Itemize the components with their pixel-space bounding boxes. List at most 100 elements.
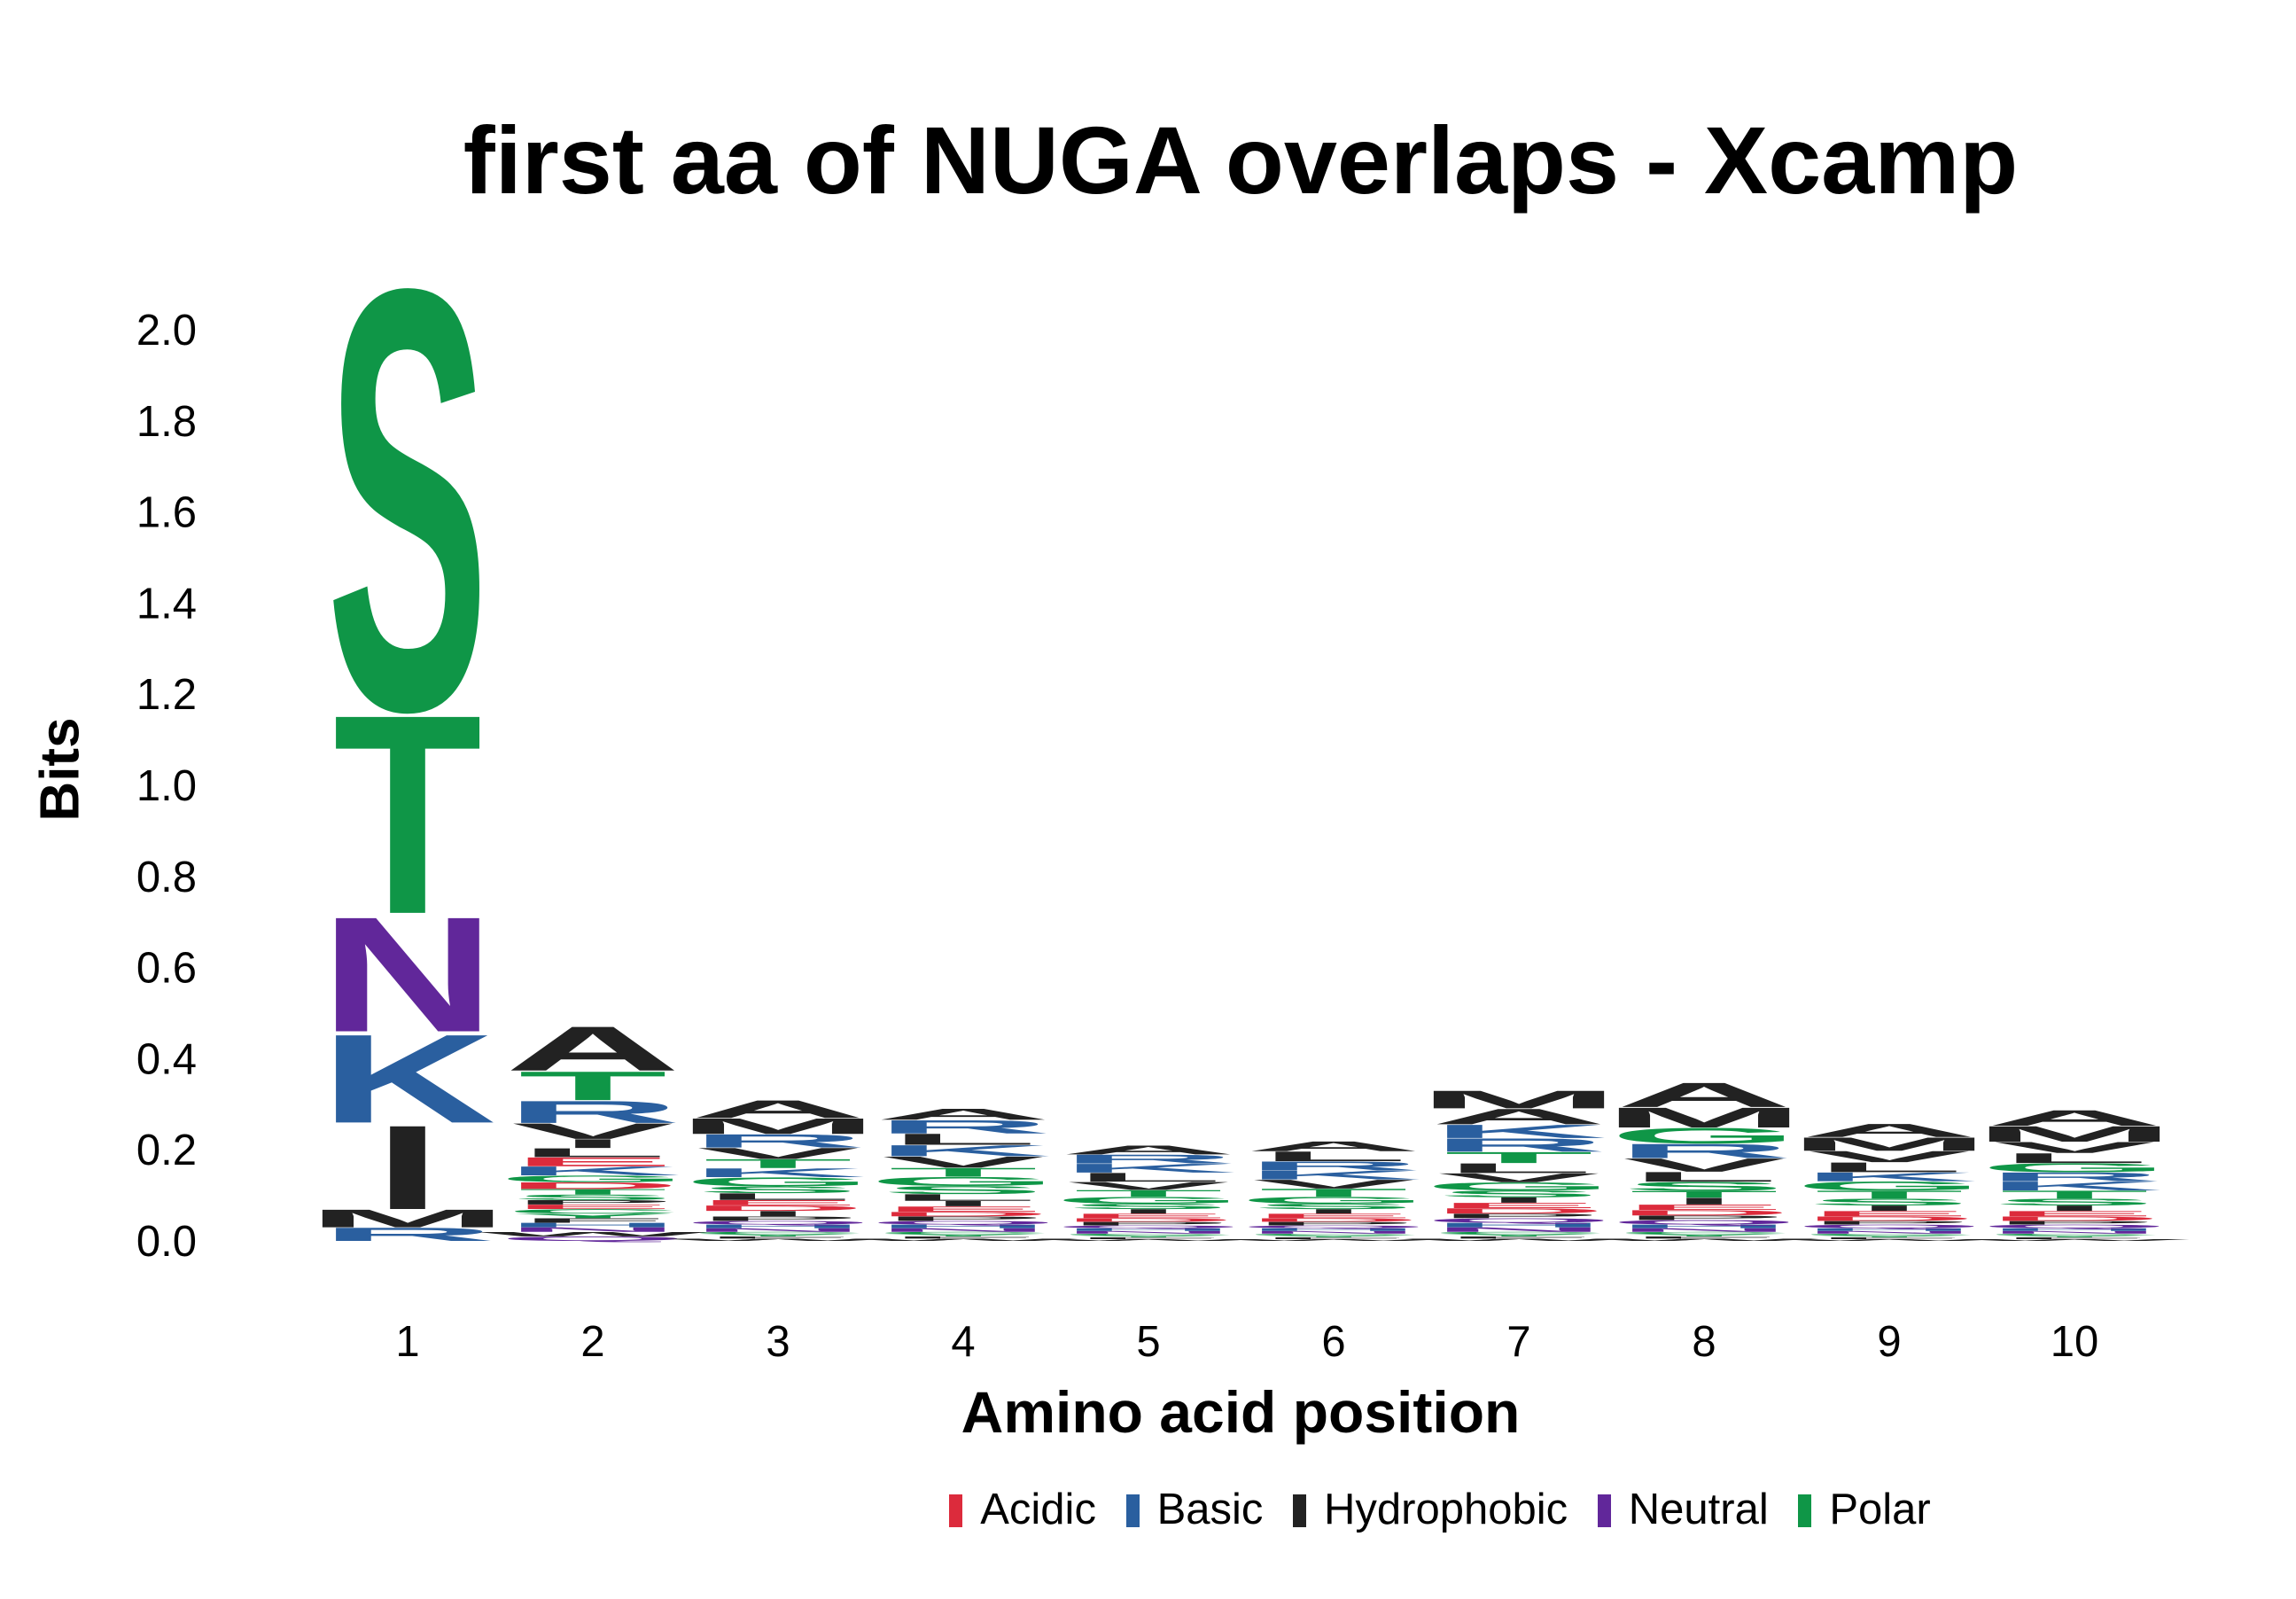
logo-letter-t: T	[2000, 1189, 2149, 1201]
y-tick-label: 0.0	[136, 1218, 197, 1266]
logo-letter-e: E	[1808, 1210, 1970, 1219]
logo-letter-f: F	[889, 1236, 1038, 1239]
legend-label: Basic	[1156, 1486, 1264, 1533]
logo-letter-q: Q	[1424, 1217, 1614, 1224]
legend-item-basic: Basic	[1125, 1485, 1264, 1534]
logo-letter-t: T	[518, 1063, 667, 1109]
logo-letter-y: Y	[1437, 1234, 1599, 1237]
logo-letter-i: I	[559, 1136, 627, 1150]
logo-letter-f: F	[704, 1236, 852, 1239]
logo-letter-p: P	[697, 1215, 859, 1222]
logo-letter-f: F	[1074, 1236, 1223, 1239]
logo-letter-k: K	[1802, 1170, 1978, 1184]
logo-letter-m: M	[1973, 1121, 2175, 1146]
logo-letter-y: Y	[1252, 1235, 1414, 1237]
logo-letter-s: S	[1252, 1202, 1414, 1211]
logo-letter-t: T	[1444, 1149, 1593, 1166]
logo-letter-h: H	[690, 1223, 867, 1228]
logo-letter-n: N	[505, 1226, 681, 1233]
logo-letter-v: V	[697, 1144, 859, 1162]
logo-letter-r: R	[1061, 1152, 1237, 1166]
legend-item-hydrophobic: Hydrophobic	[1293, 1485, 1568, 1534]
logo-letter-s: S	[1808, 1197, 1970, 1207]
logo-letter-q: Q	[1239, 1225, 1428, 1229]
chart-title: first aa of NUGA overlaps - Xcamp	[463, 106, 2019, 214]
logo-letter-d: D	[690, 1204, 867, 1213]
logo-letter-d: D	[1431, 1206, 1607, 1215]
logo-letter-e: E	[511, 1204, 673, 1211]
logo-letter-s: S	[882, 1184, 1044, 1197]
logo-letter-l: L	[1074, 1170, 1223, 1184]
logo-letter-v: V	[511, 1119, 673, 1143]
logo-letter-v: V	[882, 1153, 1044, 1171]
logo-letter-g: G	[1054, 1195, 1243, 1205]
logo-letter-t: T	[1630, 1190, 1778, 1200]
x-tick-label: 8	[1692, 1318, 1716, 1366]
logo-letter-p: P	[1993, 1220, 2155, 1225]
logo-letter-p: P	[1252, 1221, 1414, 1226]
logo-letter-a: A	[1616, 1075, 1793, 1114]
logo-letter-v: V	[1067, 1180, 1229, 1192]
legend-label: Acidic	[980, 1486, 1096, 1533]
logo-letter-c: C	[690, 1231, 867, 1235]
logo-letter-y: Y	[697, 1234, 859, 1237]
logo-letter-q: Q	[1609, 1219, 1799, 1226]
logo-letter-c: C	[1061, 1233, 1237, 1236]
logo-letter-c: C	[1246, 1233, 1422, 1236]
logo-letter-l: L	[2000, 1150, 2149, 1166]
logo-letter-r: R	[1987, 1170, 2163, 1184]
logo-letter-g: G	[1609, 1123, 1799, 1148]
logo-letter-q: Q	[1054, 1225, 1243, 1229]
logo-letter-w: W	[1774, 1238, 2004, 1241]
logo-letter-w: W	[1404, 1238, 1634, 1242]
logo-letter-c: C	[1987, 1233, 2163, 1236]
logo-letter-f: F	[2000, 1236, 2149, 1239]
logo-letter-f: F	[1630, 1236, 1778, 1239]
logo-letter-v: V	[1252, 1177, 1414, 1191]
logo-letter-t: T	[1074, 1189, 1223, 1199]
logo-letter-f: F	[518, 1217, 667, 1224]
logo-letter-v: V	[1437, 1171, 1599, 1185]
logo-letter-t: T	[1815, 1189, 1964, 1201]
legend-swatch-polar	[1798, 1494, 1812, 1527]
logo-letter-c: C	[1431, 1231, 1607, 1235]
logo-letter-n: N	[1802, 1230, 1978, 1235]
y-tick-label: 0.6	[136, 945, 197, 993]
x-tick-label: 7	[1506, 1318, 1530, 1366]
logo-letter-n: N	[1061, 1230, 1237, 1235]
logo-letter-n: N	[1987, 1230, 2163, 1235]
logo-letter-p: P	[1808, 1220, 1970, 1225]
logo-letter-h: H	[1616, 1223, 1793, 1228]
logo-letter-v: V	[1808, 1148, 1970, 1166]
logo-letter-l: L	[518, 1146, 667, 1160]
logo-letter-s: S	[326, 164, 488, 836]
logo-letter-l: L	[1815, 1159, 1964, 1174]
logo-letter-f: F	[1444, 1236, 1593, 1239]
logo-letter-a: A	[1431, 1104, 1607, 1129]
legend-label: Polar	[1829, 1486, 1931, 1533]
logo-letter-r: R	[1616, 1140, 1793, 1163]
legend-label: Hydrophobic	[1324, 1486, 1568, 1533]
logo-letter-l: L	[1444, 1160, 1593, 1175]
x-tick-label: 6	[1321, 1318, 1345, 1366]
legend-swatch-hydrophobic	[1293, 1494, 1307, 1527]
logo-letter-g: G	[1239, 1195, 1428, 1205]
logo-letter-y: Y	[882, 1234, 1044, 1237]
logo-letter-v: V	[1993, 1139, 2155, 1157]
logo-letter-w: W	[1589, 1238, 1819, 1242]
logo-letter-i: I	[930, 1199, 997, 1208]
logo-letter-s: S	[1993, 1197, 2155, 1207]
logo-letter-l: L	[1630, 1169, 1778, 1184]
logo-letter-i: I	[374, 1100, 441, 1234]
legend: Acidic Basic Hydrophobic Neutral Polar	[0, 1485, 2296, 1534]
legend-swatch-basic	[1125, 1494, 1140, 1527]
logo-letter-n: N	[1431, 1226, 1607, 1233]
logo-stacks: RMIKNTSQWNHFYCEPSTDGKELIVRTAWFYCNHQPIDEL…	[306, 164, 2190, 1244]
logo-letter-p: P	[1067, 1221, 1229, 1226]
logo-letter-m: M	[1602, 1102, 1805, 1134]
logo-letter-l: L	[1259, 1149, 1408, 1164]
logo-letter-k: K	[505, 1164, 681, 1178]
logo-letter-p: P	[882, 1215, 1044, 1222]
logo-letter-d: D	[1802, 1215, 1978, 1222]
